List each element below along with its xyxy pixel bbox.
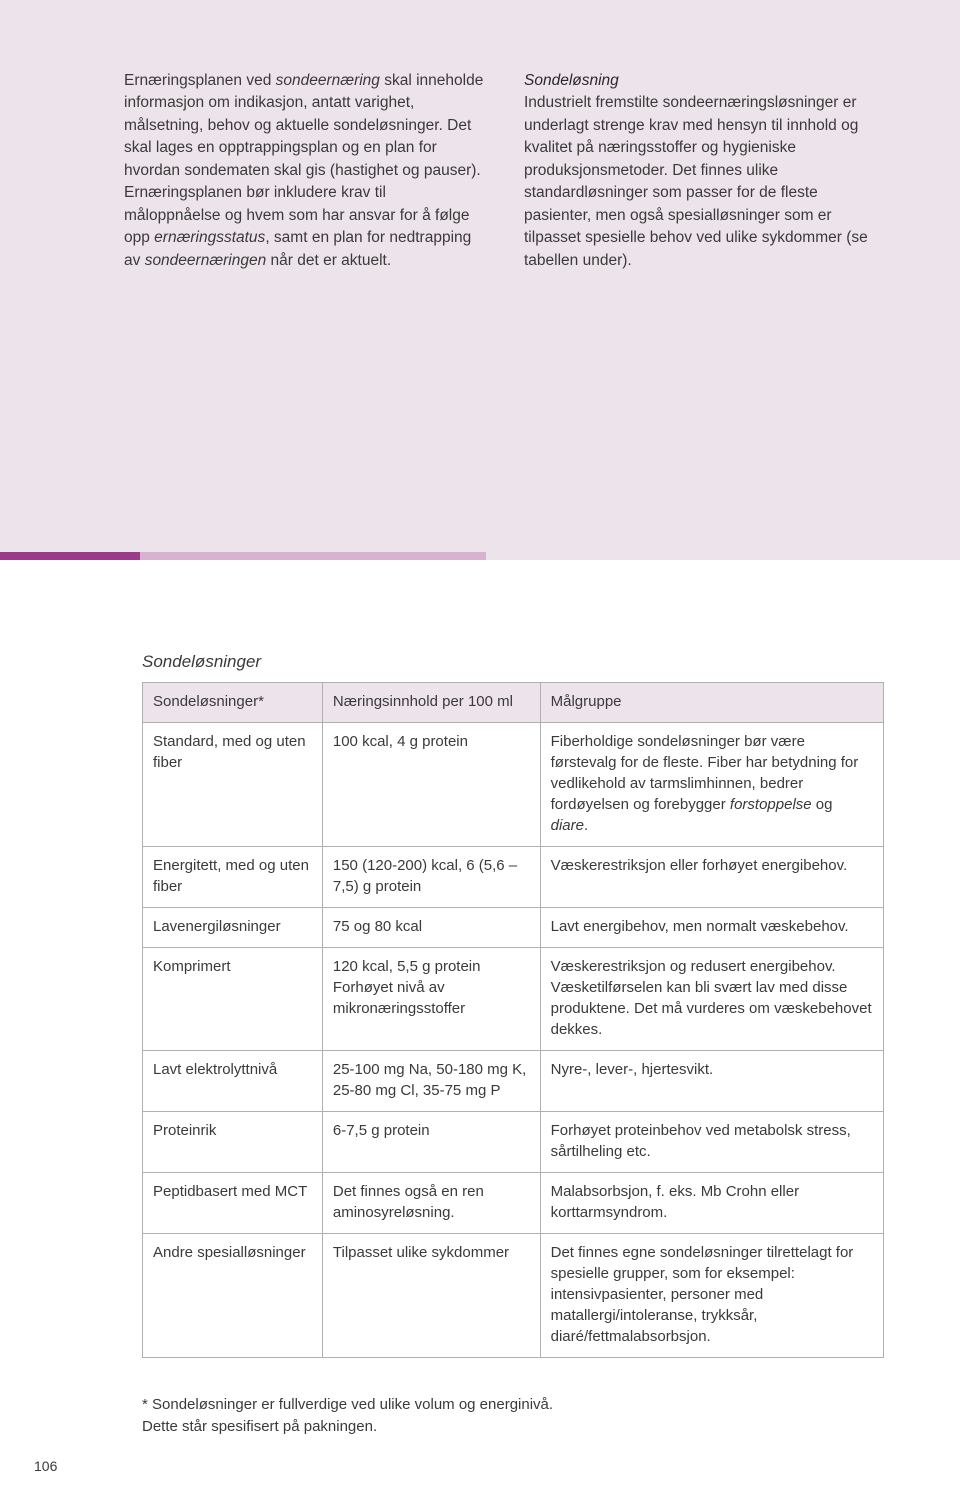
italic-term: ernæringsstatus [154, 229, 265, 246]
cell: Energitett, med og uten fiber [143, 847, 323, 908]
table-row: Lavenergiløsninger 75 og 80 kcal Lavt en… [143, 908, 884, 948]
text: skal inneholde informasjon om indikasjon… [124, 72, 483, 246]
table-row: Energitett, med og uten fiber 150 (120-2… [143, 847, 884, 908]
page-number: 106 [34, 1458, 57, 1474]
table-header-row: Sondeløsninger* Næringsinnhold per 100 m… [143, 683, 884, 723]
col-header-2: Næringsinnhold per 100 ml [322, 683, 540, 723]
cell: 150 (120-200) kcal, 6 (5,6 – 7,5) g prot… [322, 847, 540, 908]
cell: Lavenergiløsninger [143, 908, 323, 948]
cell: 25-100 mg Na, 50-180 mg K, 25-80 mg Cl, … [322, 1051, 540, 1112]
cell: 100 kcal, 4 g protein [322, 723, 540, 847]
col-header-1: Sondeløsninger* [143, 683, 323, 723]
cell: Tilpasset ulike sykdommer [322, 1234, 540, 1358]
table-row: Andre spesialløsninger Tilpasset ulike s… [143, 1234, 884, 1358]
cell: Peptidbasert med MCT [143, 1173, 323, 1234]
footnote-line-1: * Sondeløsninger er fullverdige ved ulik… [142, 1396, 553, 1413]
table-row: Proteinrik 6-7,5 g protein Forhøyet prot… [143, 1112, 884, 1173]
left-paragraph: Ernæringsplanen ved sondeernæring skal i… [124, 70, 484, 272]
right-heading: Sondeløsning [524, 70, 884, 92]
italic-term: diare [551, 817, 584, 834]
text: Ernæringsplanen ved [124, 72, 276, 89]
divider-bar [0, 552, 486, 560]
table-row: Peptidbasert med MCT Det finnes også en … [143, 1173, 884, 1234]
cell: Væskerestriksjon eller forhøyet energibe… [540, 847, 883, 908]
heading-text: Sondeløsning [524, 72, 619, 89]
text: og [812, 796, 833, 813]
cell: Lavt elektrolyttnivå [143, 1051, 323, 1112]
col-header-3: Målgruppe [540, 683, 883, 723]
italic-term: sondeernæringen [145, 252, 267, 269]
left-column: Ernæringsplanen ved sondeernæring skal i… [124, 70, 484, 272]
cell: Væskerestriksjon og redusert energibehov… [540, 948, 883, 1051]
two-column-text: Ernæringsplanen ved sondeernæring skal i… [124, 70, 884, 272]
cell: Det finnes også en ren aminosyreløsning. [322, 1173, 540, 1234]
right-column: Sondeløsning Industrielt fremstilte sond… [524, 70, 884, 272]
text: . [584, 817, 588, 834]
italic-term: sondeernæring [276, 72, 380, 89]
cell: Proteinrik [143, 1112, 323, 1173]
cell: Det finnes egne sondeløsninger tilrettel… [540, 1234, 883, 1358]
sondelosninger-table: Sondeløsninger* Næringsinnhold per 100 m… [142, 682, 884, 1358]
footnote-line-2: Dette står spesifisert på pakningen. [142, 1418, 377, 1435]
cell: 75 og 80 kcal [322, 908, 540, 948]
divider-dark-segment [0, 552, 140, 560]
cell: Lavt energibehov, men normalt væskebehov… [540, 908, 883, 948]
italic-term: forstoppelse [730, 796, 812, 813]
right-paragraph: Industrielt fremstilte sondeernæringsløs… [524, 92, 884, 272]
cell: Andre spesialløsninger [143, 1234, 323, 1358]
cell: Nyre-, lever-, hjertesvikt. [540, 1051, 883, 1112]
table-section-title: Sondeløsninger [142, 652, 261, 672]
divider-light-segment [140, 552, 486, 560]
cell: Malabsorbsjon, f. eks. Mb Crohn eller ko… [540, 1173, 883, 1234]
table-row: Lavt elektrolyttnivå 25-100 mg Na, 50-18… [143, 1051, 884, 1112]
cell: Forhøyet proteinbehov ved metabolsk stre… [540, 1112, 883, 1173]
cell: Komprimert [143, 948, 323, 1051]
cell: 120 kcal, 5,5 g protein Forhøyet nivå av… [322, 948, 540, 1051]
text: når det er aktuelt. [266, 252, 391, 269]
cell: Standard, med og uten fiber [143, 723, 323, 847]
cell: Fiberholdige sondeløsninger bør være før… [540, 723, 883, 847]
table-footnote: * Sondeløsninger er fullverdige ved ulik… [142, 1394, 884, 1438]
table-row: Komprimert 120 kcal, 5,5 g protein Forhø… [143, 948, 884, 1051]
table-row: Standard, med og uten fiber 100 kcal, 4 … [143, 723, 884, 847]
cell: 6-7,5 g protein [322, 1112, 540, 1173]
